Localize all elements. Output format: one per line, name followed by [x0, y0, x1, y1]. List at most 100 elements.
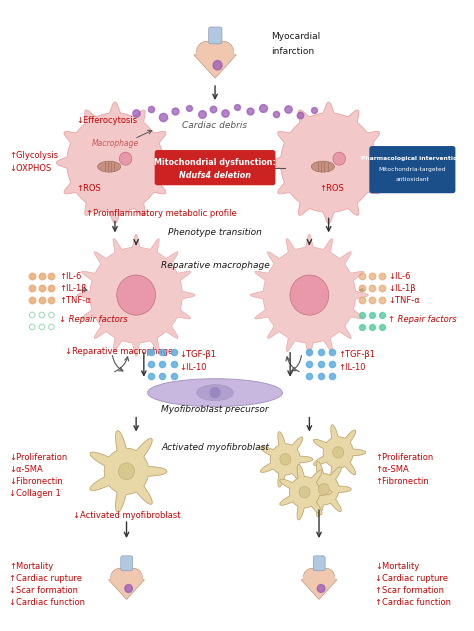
Point — [378, 322, 385, 332]
Circle shape — [317, 584, 325, 593]
Point — [159, 112, 167, 122]
Text: ↑Proinflammatory metabolic profile: ↑Proinflammatory metabolic profile — [86, 209, 237, 218]
Circle shape — [333, 447, 344, 458]
Point — [246, 106, 254, 116]
Point — [185, 103, 193, 113]
Text: ↓Proliferation: ↓Proliferation — [9, 453, 67, 462]
Circle shape — [280, 454, 291, 465]
Text: ↑Scar formation: ↑Scar formation — [375, 586, 444, 595]
Point — [147, 370, 155, 380]
Point — [221, 108, 228, 118]
Polygon shape — [270, 102, 387, 223]
Text: ↑IL-6: ↑IL-6 — [59, 272, 82, 281]
Text: Ndufs4 deletion: Ndufs4 deletion — [179, 171, 251, 180]
Text: ↓ Repair factors: ↓ Repair factors — [59, 316, 128, 324]
Point — [317, 359, 325, 369]
Text: ↓Cardiac function: ↓Cardiac function — [9, 598, 85, 607]
FancyBboxPatch shape — [209, 27, 222, 44]
Point — [378, 283, 385, 293]
Text: ↑ROS: ↑ROS — [76, 184, 101, 193]
Polygon shape — [56, 102, 173, 223]
Point — [38, 271, 46, 281]
Text: ↑Proliferation: ↑Proliferation — [375, 453, 433, 462]
Text: ↑ Repair factors: ↑ Repair factors — [388, 316, 457, 324]
Ellipse shape — [317, 569, 335, 587]
Text: ↓TNF-α: ↓TNF-α — [388, 295, 420, 305]
FancyBboxPatch shape — [155, 151, 275, 185]
Text: ↑Mortality: ↑Mortality — [9, 562, 54, 572]
Point — [170, 359, 177, 369]
Circle shape — [290, 275, 329, 315]
Point — [158, 359, 166, 369]
Point — [358, 322, 366, 332]
Text: ↓IL-6: ↓IL-6 — [388, 272, 410, 281]
Point — [328, 370, 336, 380]
Text: ↓Collagen 1: ↓Collagen 1 — [9, 489, 61, 498]
Text: ↓TGF-β1: ↓TGF-β1 — [180, 350, 217, 359]
Circle shape — [213, 61, 222, 70]
Polygon shape — [90, 430, 167, 512]
Point — [198, 109, 205, 119]
Polygon shape — [280, 464, 332, 520]
Text: Mitochondria-targeted: Mitochondria-targeted — [379, 167, 446, 172]
Point — [328, 359, 336, 369]
Text: Activated myofibroblast: Activated myofibroblast — [161, 443, 269, 452]
Point — [306, 359, 313, 369]
Text: Reparative macrophage: Reparative macrophage — [161, 261, 269, 269]
Text: ↓Reparative macrophage: ↓Reparative macrophage — [64, 347, 173, 357]
FancyBboxPatch shape — [313, 556, 325, 571]
Text: infarction: infarction — [271, 47, 314, 56]
Ellipse shape — [197, 385, 233, 401]
Point — [147, 347, 155, 357]
Polygon shape — [301, 580, 337, 599]
Text: antioxidant: antioxidant — [395, 177, 429, 182]
FancyBboxPatch shape — [121, 556, 133, 571]
Text: Cardiac debris: Cardiac debris — [182, 121, 247, 131]
Point — [28, 295, 36, 305]
Point — [368, 310, 376, 320]
Ellipse shape — [196, 42, 234, 65]
Point — [48, 271, 55, 281]
Ellipse shape — [303, 569, 335, 588]
Point — [28, 322, 36, 332]
Point — [259, 103, 267, 113]
Ellipse shape — [124, 569, 142, 587]
Point — [158, 347, 166, 357]
Point — [306, 347, 313, 357]
Point — [38, 295, 46, 305]
Point — [296, 110, 303, 120]
Text: ↑TGF-β1: ↑TGF-β1 — [338, 350, 375, 359]
Text: Pharmacological intervention:: Pharmacological intervention: — [361, 156, 464, 161]
Text: ↓OXPHOS: ↓OXPHOS — [9, 164, 51, 173]
Point — [38, 310, 46, 320]
Point — [306, 370, 313, 380]
Point — [28, 271, 36, 281]
Point — [310, 105, 318, 115]
Point — [38, 322, 46, 332]
Point — [368, 322, 376, 332]
Text: ↑IL-1β: ↑IL-1β — [59, 283, 87, 293]
Polygon shape — [261, 432, 313, 487]
Point — [48, 283, 55, 293]
Polygon shape — [299, 461, 351, 517]
Text: ↑ROS: ↑ROS — [319, 184, 344, 193]
Text: ↓Efferocytosis: ↓Efferocytosis — [76, 116, 137, 126]
Text: ↓Mortality: ↓Mortality — [375, 562, 419, 572]
Polygon shape — [109, 580, 145, 599]
Point — [358, 271, 366, 281]
Point — [284, 104, 292, 114]
Circle shape — [333, 152, 346, 165]
Point — [317, 347, 325, 357]
Polygon shape — [251, 234, 368, 356]
Point — [170, 370, 177, 380]
Text: Macrophage: Macrophage — [91, 139, 138, 148]
Point — [233, 102, 241, 112]
Point — [48, 310, 55, 320]
Point — [158, 370, 166, 380]
Text: Myocardial: Myocardial — [271, 32, 320, 41]
Text: Myofibroblast precursor: Myofibroblast precursor — [161, 405, 269, 414]
Point — [147, 359, 155, 369]
Point — [28, 283, 36, 293]
Circle shape — [119, 152, 132, 165]
Point — [272, 109, 280, 119]
